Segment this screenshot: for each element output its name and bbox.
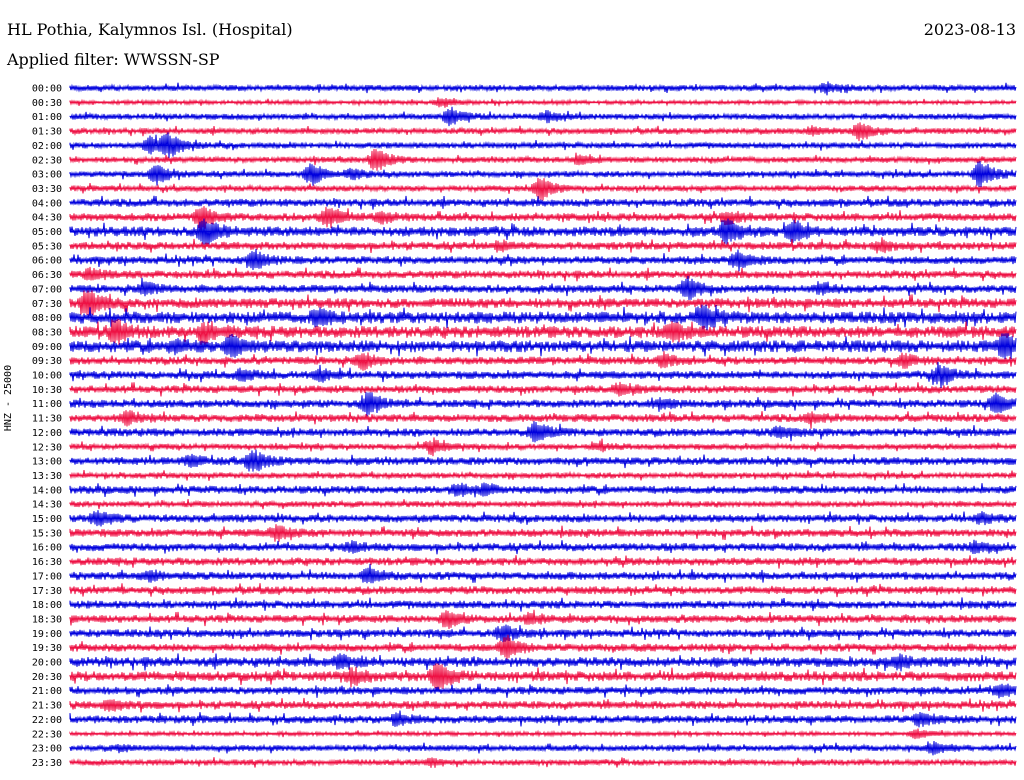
hour-tick-label: 21:00	[32, 686, 62, 697]
hour-tick-label: 19:30	[32, 643, 62, 654]
hour-tick-label: 16:30	[32, 557, 62, 568]
hour-tick-label: 15:30	[32, 528, 62, 539]
trace-line	[69, 177, 1017, 201]
hour-tick-label: 23:00	[32, 744, 62, 755]
hour-tick-label: 18:00	[32, 600, 62, 611]
hour-tick-label: 22:00	[32, 715, 62, 726]
trace-line	[69, 555, 1017, 569]
hour-tick-label: 23:30	[32, 758, 62, 769]
hour-tick-label: 14:00	[32, 485, 62, 496]
trace-line	[69, 653, 1017, 672]
trace-line	[69, 318, 1017, 345]
hour-tick-label: 22:30	[32, 729, 62, 740]
hour-tick-label: 14:30	[32, 500, 62, 511]
hour-tick-label: 01:00	[32, 112, 62, 123]
hour-tick-label: 20:30	[32, 672, 62, 683]
hour-tick-label: 16:00	[32, 543, 62, 554]
hour-tick-label: 00:00	[32, 84, 62, 95]
trace-line	[69, 392, 1017, 417]
trace-line	[69, 304, 1017, 331]
hour-tick-label: 04:00	[32, 198, 62, 209]
hour-tick-label: 11:00	[32, 399, 62, 410]
filter-label: Applied filter: WWSSN-SP	[7, 50, 220, 69]
trace-line	[69, 333, 1017, 360]
trace-line	[69, 563, 1017, 584]
trace-line	[69, 624, 1017, 643]
trace-line	[69, 539, 1017, 555]
hour-tick-label: 02:30	[32, 155, 62, 166]
hour-tick-label: 09:30	[32, 356, 62, 367]
record-date: 2023-08-13	[923, 20, 1016, 39]
hour-tick-label: 21:30	[32, 701, 62, 712]
hour-tick-label: 20:00	[32, 658, 62, 669]
trace-line	[69, 683, 1017, 699]
station-title: HL Pothia, Kalymnos Isl. (Hospital)	[7, 20, 293, 39]
hour-tick-label: 13:00	[32, 457, 62, 468]
hour-tick-label: 10:00	[32, 371, 62, 382]
hour-tick-label: 05:30	[32, 241, 62, 252]
hour-tick-label: 02:00	[32, 141, 62, 152]
hour-tick-label: 07:30	[32, 299, 62, 310]
hour-tick-label: 01:30	[32, 127, 62, 138]
hour-tick-label: 12:30	[32, 442, 62, 453]
hour-tick-label: 03:30	[32, 184, 62, 195]
hour-tick-label: 05:00	[32, 227, 62, 238]
hour-tick-label: 04:30	[32, 213, 62, 224]
hour-tick-label: 19:00	[32, 629, 62, 640]
hour-tick-label: 03:00	[32, 170, 62, 181]
hour-tick-label: 06:00	[32, 256, 62, 267]
hour-tick-label: 08:30	[32, 327, 62, 338]
hour-tick-label: 08:00	[32, 313, 62, 324]
trace-line	[69, 421, 1017, 443]
hour-tick-label: 11:30	[32, 414, 62, 425]
trace-line	[69, 609, 1017, 629]
hour-tick-label: 12:00	[32, 428, 62, 439]
trace-line	[69, 510, 1017, 527]
hour-tick-label: 17:30	[32, 586, 62, 597]
trace-line	[69, 710, 1017, 728]
hour-tick-label: 09:00	[32, 342, 62, 353]
hour-tick-label: 06:30	[32, 270, 62, 281]
trace-line	[69, 206, 1017, 231]
trace-line	[69, 266, 1017, 282]
hour-tick-label: 15:00	[32, 514, 62, 525]
trace-line	[69, 248, 1017, 272]
trace-line	[69, 122, 1017, 142]
hour-tick-label: 13:30	[32, 471, 62, 482]
hour-tick-label: 00:30	[32, 98, 62, 109]
hour-tick-label: 18:30	[32, 614, 62, 625]
hour-tick-label: 07:00	[32, 284, 62, 295]
hour-tick-label: 17:00	[32, 571, 62, 582]
hour-tick-label: 10:30	[32, 385, 62, 396]
trace-line	[69, 132, 1017, 159]
trace-line	[69, 410, 1017, 429]
